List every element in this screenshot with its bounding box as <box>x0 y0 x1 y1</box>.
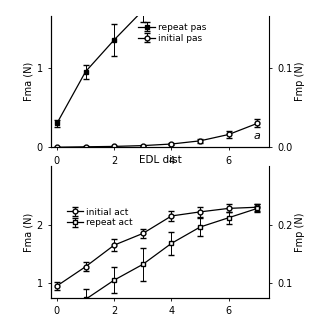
Y-axis label: Fmp (N): Fmp (N) <box>295 212 305 252</box>
Y-axis label: Fma (N): Fma (N) <box>24 62 34 101</box>
Legend: repeat pas, initial pas: repeat pas, initial pas <box>139 23 207 43</box>
X-axis label: Δ loi EDL prox (mm): Δ loi EDL prox (mm) <box>111 171 209 181</box>
Legend: initial act, repeat act: initial act, repeat act <box>67 208 133 228</box>
Text: a: a <box>253 131 260 141</box>
Y-axis label: Fma (N): Fma (N) <box>24 212 34 252</box>
Text: EDL dist: EDL dist <box>139 155 181 165</box>
Y-axis label: Fmp (N): Fmp (N) <box>295 62 305 101</box>
